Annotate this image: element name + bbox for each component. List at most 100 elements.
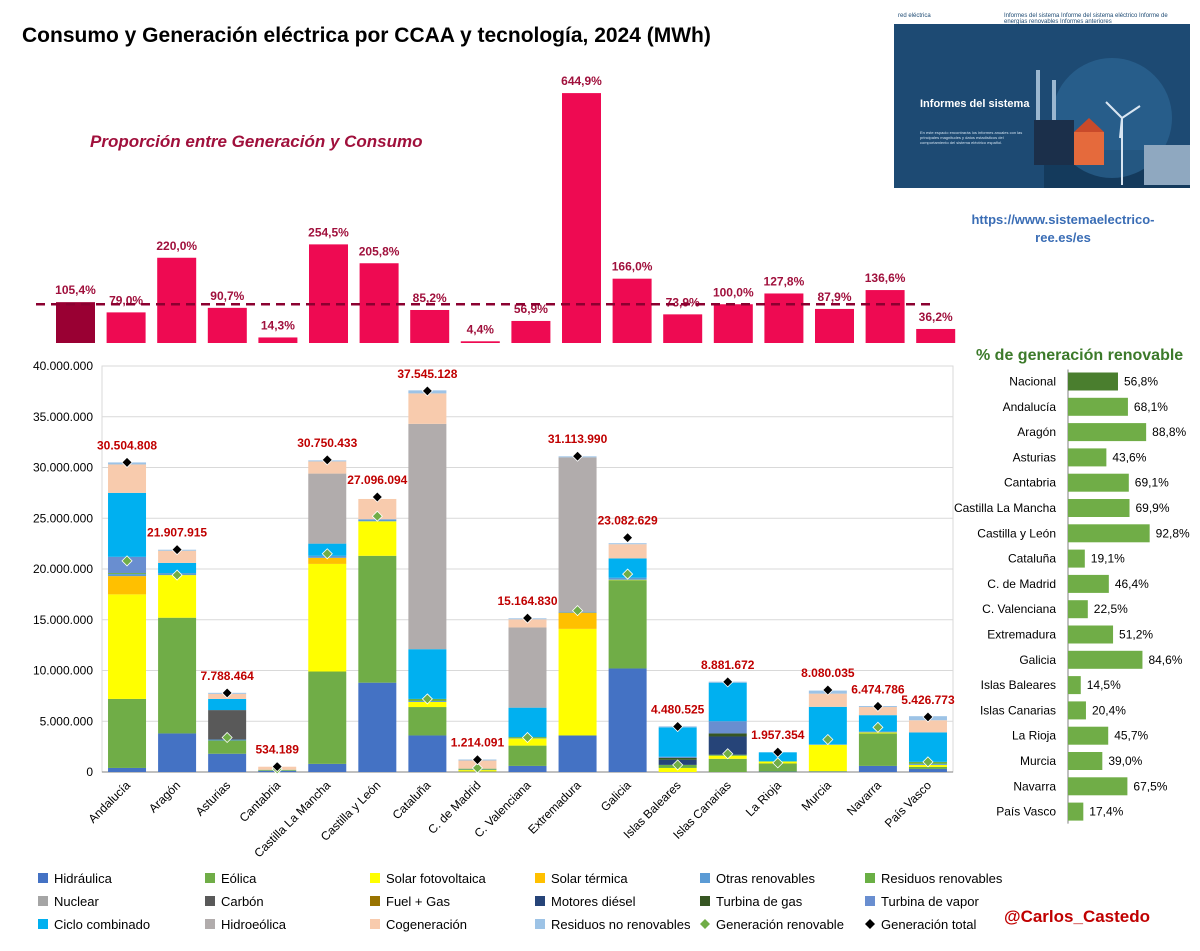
legend-swatch — [205, 873, 215, 883]
renew-category-label: Extremadura — [987, 628, 1056, 642]
ratio-chart-subtitle: Proporción entre Generación y Consumo — [90, 132, 423, 151]
total-marker — [672, 720, 684, 733]
legend-swatch — [535, 873, 545, 883]
renew-bar — [1068, 676, 1081, 695]
stack-segment — [558, 628, 597, 736]
stack-segment — [308, 461, 347, 474]
total-marker — [371, 491, 383, 503]
stack-segment — [158, 575, 197, 618]
total-label: 27.096.094 — [347, 473, 407, 487]
ratio-bar — [764, 293, 804, 343]
renew-category-label: Islas Canarias — [980, 703, 1056, 717]
legend-label: Turbina de gas — [716, 894, 803, 909]
renew-value-label: 43,6% — [1112, 450, 1146, 464]
legend-label: Nuclear — [54, 894, 99, 909]
legend-label: Fuel + Gas — [386, 894, 450, 909]
renew-value-label: 56,8% — [1124, 375, 1158, 389]
y-tick-label: 35.000.000 — [33, 410, 93, 424]
renew-value-label: 88,8% — [1152, 425, 1186, 439]
total-marker — [772, 746, 784, 758]
total-marker — [722, 676, 734, 688]
ratio-bar — [359, 263, 399, 343]
renewable-marker — [371, 510, 383, 522]
stack-segment — [158, 733, 197, 772]
stack-segment — [858, 733, 897, 766]
x-tick-label: Asturias — [193, 778, 234, 819]
stack-segment — [608, 668, 647, 772]
renew-category-label: País Vasco — [996, 805, 1056, 819]
stack-segment — [608, 544, 647, 559]
stack-segment — [658, 757, 697, 760]
stack-segment — [608, 543, 647, 545]
x-tick-label: Extremadura — [525, 778, 584, 837]
stack-segment — [508, 765, 547, 772]
legend-label: Solar fotovoltaica — [386, 871, 486, 886]
stack-segment — [408, 393, 447, 424]
legend-label: Generación renovable — [716, 917, 844, 932]
renew-category-label: Aragón — [1017, 425, 1056, 439]
renew-value-label: 19,1% — [1091, 552, 1125, 566]
ratio-bar — [511, 320, 551, 343]
stack-segment — [708, 736, 747, 755]
legend-swatch — [535, 919, 545, 929]
total-marker — [622, 532, 634, 544]
stack-segment — [908, 766, 947, 769]
total-label: 534.189 — [256, 743, 300, 757]
x-tick-label: La Rioja — [743, 778, 784, 819]
stack-segment — [708, 682, 747, 722]
ratio-bar — [157, 257, 197, 343]
x-tick-label: Cataluña — [390, 778, 434, 822]
stack-segment — [658, 756, 697, 758]
renewable-marker — [171, 569, 183, 581]
total-marker — [571, 450, 584, 462]
total-label: 8.080.035 — [801, 666, 855, 680]
x-tick-label: Aragón — [146, 778, 183, 815]
total-marker — [822, 684, 834, 696]
renewable-marker — [521, 731, 534, 744]
ratio-label: 254,5% — [308, 225, 349, 239]
legend-label: Turbina de vapor — [881, 894, 979, 909]
renew-bar — [1068, 802, 1084, 821]
total-label: 21.907.915 — [147, 526, 207, 540]
stack-segment — [108, 594, 147, 699]
x-tick-label: Andalucía — [86, 778, 134, 826]
renew-category-label: Asturias — [1013, 450, 1056, 464]
renew-value-label: 84,6% — [1148, 653, 1182, 667]
total-label: 6.474.786 — [851, 682, 905, 696]
chart-title: Consumo y Generación eléctrica por CCAA … — [22, 24, 711, 47]
legend-label: Motores diésel — [551, 894, 636, 909]
renew-value-label: 14,5% — [1087, 678, 1121, 692]
stack-segment — [558, 612, 597, 629]
total-label: 4.480.525 — [651, 703, 705, 717]
x-tick-label: Navarra — [844, 778, 884, 818]
renew-value-label: 69,1% — [1135, 476, 1169, 490]
renew-category-label: Andalucía — [1003, 400, 1057, 414]
ratio-bar — [562, 93, 601, 343]
total-label: 1.957.354 — [751, 728, 805, 742]
ratio-bar — [916, 328, 956, 343]
stack-segment — [308, 557, 347, 564]
legend-swatch — [700, 896, 710, 906]
thumbnail-brand: red eléctrica — [898, 13, 931, 19]
legend-label: Ciclo combinado — [54, 917, 150, 932]
stack-segment — [858, 765, 897, 772]
renew-bar — [1068, 752, 1103, 770]
ratio-label: 90,7% — [210, 289, 244, 303]
stack-segment — [408, 707, 447, 736]
renew-category-label: Castilla y León — [977, 526, 1056, 540]
legend-swatch — [38, 896, 48, 906]
legend-swatch — [865, 873, 875, 883]
legend-label: Otras renovables — [716, 871, 815, 886]
ratio-label: 4,4% — [467, 322, 495, 336]
x-tick-label: Murcia — [799, 778, 835, 814]
stack-segment — [158, 550, 197, 563]
renewable-marker — [221, 731, 233, 744]
stack-segment — [308, 763, 347, 772]
ratio-label: 14,3% — [261, 318, 295, 332]
source-url[interactable]: https://www.sistemaelectrico-ree.es/es — [971, 212, 1155, 245]
total-label: 15.164.830 — [497, 594, 557, 608]
renew-category-label: Cataluña — [1008, 552, 1056, 566]
total-label: 8.881.672 — [701, 658, 755, 672]
renew-value-label: 51,2% — [1119, 628, 1153, 642]
stack-segment — [358, 498, 397, 520]
